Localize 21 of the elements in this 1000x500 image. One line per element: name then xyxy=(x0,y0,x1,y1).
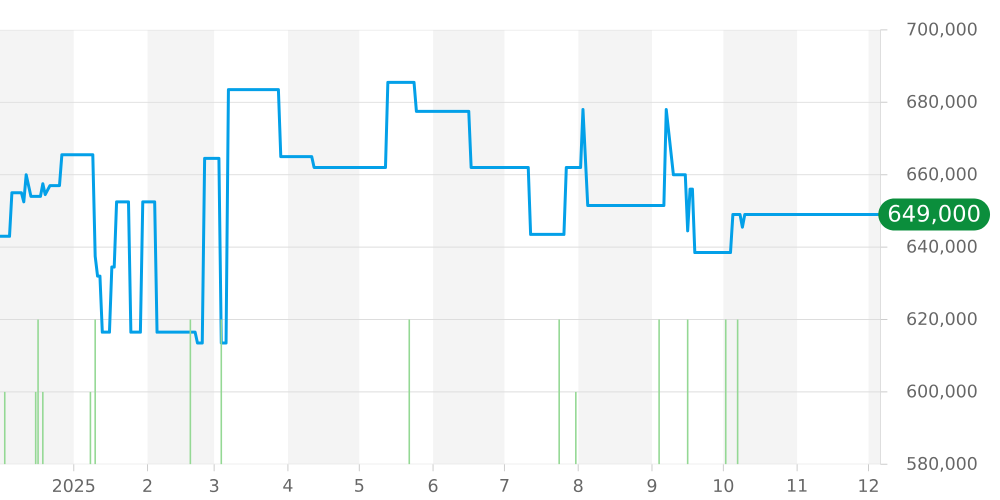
annotation: 649,000 xyxy=(888,204,980,224)
x-tick-label: 8 xyxy=(574,479,583,492)
x-tick-label: 12 xyxy=(859,479,878,492)
y-tick-label: 680,000 xyxy=(907,94,977,110)
y-tick-label: 620,000 xyxy=(907,312,977,327)
y-tick-label: 660,000 xyxy=(907,167,977,182)
x-tick-label: 5 xyxy=(355,479,364,492)
x-tick-label: 7 xyxy=(500,479,508,492)
x-tick-label: 2025 xyxy=(52,479,94,492)
x-tick-label: 6 xyxy=(428,479,438,492)
y-tick-label: 700,000 xyxy=(908,22,977,38)
y-tick-label: 600,000 xyxy=(907,384,977,400)
x-tick-label: 4 xyxy=(283,479,292,492)
line-series xyxy=(0,80,880,345)
x-tick-label: 2 xyxy=(143,479,152,492)
x-tick-label: 3 xyxy=(210,479,218,492)
y-tick-label: 640,000 xyxy=(907,240,977,255)
x-tick-label: 10 xyxy=(714,479,734,492)
x-tick-label: 9 xyxy=(648,479,656,492)
y-tick-label: 580,000 xyxy=(907,456,977,472)
x-tick-label: 11 xyxy=(788,479,807,492)
